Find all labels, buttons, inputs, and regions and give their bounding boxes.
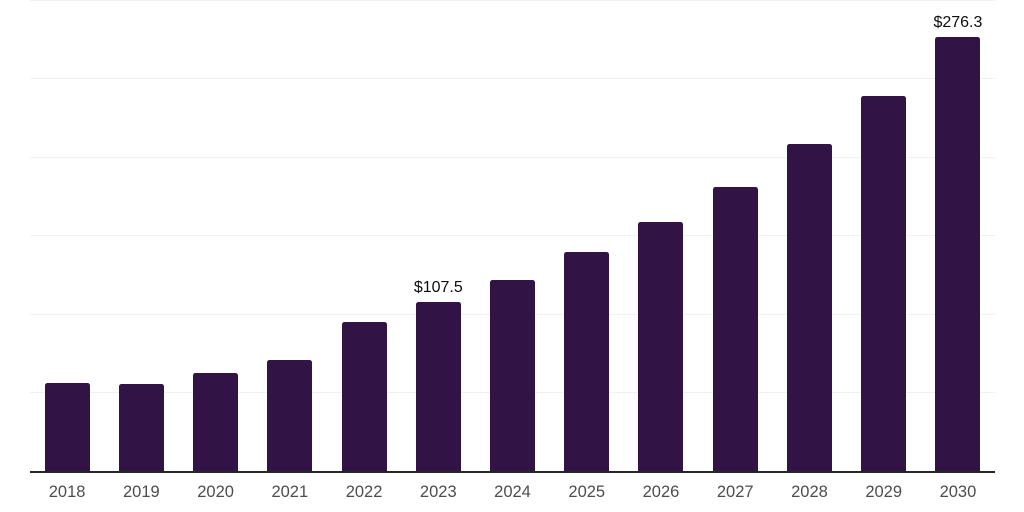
x-tick-2027: 2027 (716, 483, 754, 501)
gridline-300 (30, 0, 995, 1)
bar-2026 (638, 222, 684, 471)
x-tick-2022: 2022 (345, 483, 383, 501)
x-tick-2026: 2026 (642, 483, 680, 501)
bar-2020 (193, 372, 239, 471)
x-tick-2025: 2025 (568, 483, 606, 501)
bar-2029 (861, 95, 907, 471)
x-tick-2029: 2029 (865, 483, 903, 501)
bar-slot-2030: $276.3 (921, 0, 995, 471)
gridline-150 (30, 235, 995, 236)
x-tick-2018: 2018 (48, 483, 86, 501)
bar-slot-2020 (178, 0, 252, 471)
gridline-250 (30, 78, 995, 79)
x-tick-2019: 2019 (122, 483, 160, 501)
bar-slot-2026 (624, 0, 698, 471)
x-tick-2024: 2024 (494, 483, 531, 501)
bar-slot-2022 (327, 0, 401, 471)
bar-value-label-2030: $276.3 (933, 14, 983, 32)
bar-2018 (44, 383, 90, 471)
bar-value-label-2023: $107.5 (413, 279, 463, 297)
x-tick-2023: 2023 (419, 483, 457, 501)
bar-slot-2019 (104, 0, 178, 471)
bar-2019 (118, 383, 164, 471)
bar-slot-2029 (847, 0, 921, 471)
x-tick-2030: 2030 (939, 483, 977, 501)
bar-2021 (267, 360, 313, 471)
bar-2028 (786, 144, 832, 471)
bar-2030 (935, 37, 981, 471)
bar-2027 (712, 186, 758, 471)
bar-slot-2021 (253, 0, 327, 471)
bar-2022 (341, 322, 387, 471)
bar-2023 (415, 302, 461, 471)
bar-slot-2023: $107.5 (401, 0, 475, 471)
bar-slot-2018 (30, 0, 104, 471)
gridline-200 (30, 157, 995, 158)
bar-2025 (564, 252, 610, 471)
bar-slot-2024 (475, 0, 549, 471)
bar-slot-2027 (698, 0, 772, 471)
x-tick-2020: 2020 (197, 483, 234, 501)
bars-container: $107.5 $276.3 (30, 0, 995, 471)
bar-2024 (490, 279, 536, 471)
bar-slot-2025 (550, 0, 624, 471)
plot-area: $107.5 $276.3 (30, 0, 995, 473)
x-tick-2021: 2021 (271, 483, 309, 501)
x-axis-tick-labels: 2018 2019 2020 2021 2022 2023 2024 2025 2026 2027… (30, 473, 995, 512)
x-tick-2028: 2028 (791, 483, 828, 501)
bar-slot-2028 (772, 0, 846, 471)
